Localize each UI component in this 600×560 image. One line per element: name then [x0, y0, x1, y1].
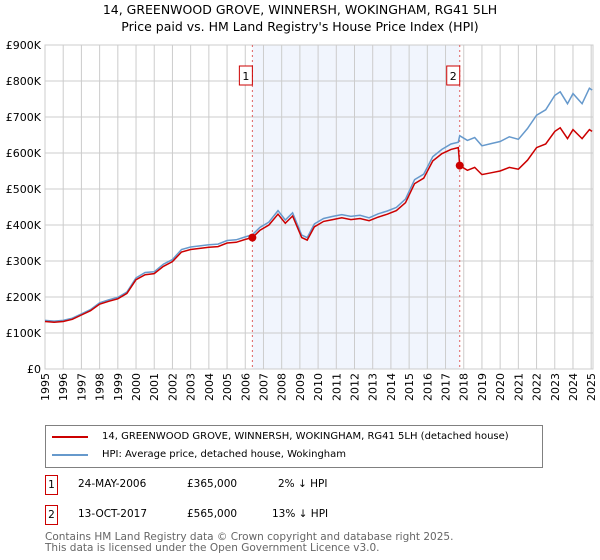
footer-line: This data is licensed under the Open Gov… [45, 542, 380, 554]
legend-item-hpi: HPI: Average price, detached house, Woki… [52, 449, 346, 460]
y-tick-label: £500K [6, 183, 42, 196]
sale-period-shading [252, 45, 460, 369]
price-chart: £0 £100K £200K £300K £400K £500K £600K £700K £80… [6, 39, 598, 401]
y-tick-label: £100K [6, 327, 42, 340]
x-tick-label: 2013 [367, 373, 380, 401]
transaction-hpi: 2% ↓ HPI [278, 478, 328, 490]
x-tick-label: 1998 [94, 373, 107, 401]
x-tick-label: 2018 [458, 373, 471, 401]
transaction-date: 13-OCT-2017 [78, 508, 147, 520]
x-tick-label: 2012 [349, 373, 362, 401]
transaction-date: 24-MAY-2006 [78, 478, 147, 490]
y-tick-label: £200K [6, 291, 42, 304]
x-tick-label: 2022 [531, 373, 544, 401]
x-tick-label: 2016 [421, 373, 434, 401]
x-tick-label: 2006 [239, 373, 252, 401]
legend-label: 14, GREENWOOD GROVE, WINNERSH, WOKINGHAM… [102, 431, 509, 442]
marker-badge: 2 [45, 505, 58, 525]
x-tick-label: 2008 [276, 373, 289, 401]
y-tick-label: £700K [6, 111, 42, 124]
y-tick-label: £400K [6, 219, 42, 232]
x-tick-label: 2001 [148, 373, 161, 401]
x-tick-label: 2007 [257, 373, 270, 401]
footer: Contains HM Land Registry data © Crown c… [45, 532, 453, 554]
x-tick-label: 2017 [440, 373, 453, 401]
x-tick-label: 2009 [294, 373, 307, 401]
transaction-price: £365,000 [187, 478, 238, 490]
transaction-price: £565,000 [187, 508, 238, 520]
plot-frame [44, 44, 594, 370]
y-tick-label: £0 [27, 363, 41, 376]
x-tick-label: 2010 [312, 373, 325, 401]
x-tick-label: 1996 [57, 373, 70, 401]
x-tick-label: 2020 [494, 373, 507, 401]
y-tick-label: £300K [6, 255, 42, 268]
sale-marker-box [238, 65, 253, 86]
x-tick-label: 2002 [166, 373, 179, 401]
transaction-hpi: 13% ↓ HPI [272, 508, 329, 520]
legend-swatch-red [52, 435, 88, 438]
transaction-row: 1 24-MAY-2006 £365,000 2% ↓ HPI [45, 475, 465, 497]
y-tick-label: £800K [6, 75, 42, 88]
x-tick-label: 2024 [567, 373, 580, 401]
chart-subtitle: Price paid vs. HM Land Registry's House … [121, 19, 479, 34]
x-tick-label: 2003 [185, 373, 198, 401]
x-tick-label: 2021 [512, 373, 525, 401]
legend-item-property: 14, GREENWOOD GROVE, WINNERSH, WOKINGHAM… [52, 431, 509, 442]
sale-marker-box [446, 65, 461, 86]
sale-point [455, 161, 464, 170]
transaction-row: 2 13-OCT-2017 £565,000 13% ↓ HPI [45, 505, 465, 527]
x-tick-label: 2023 [549, 373, 562, 401]
x-tick-label: 2005 [221, 373, 234, 401]
footer-line: Contains HM Land Registry data © Crown c… [45, 531, 454, 543]
x-tick-label: 2014 [385, 373, 398, 401]
x-tick-label: 2000 [130, 373, 143, 401]
x-tick-label: 1999 [112, 373, 125, 401]
x-tick-label: 1997 [75, 373, 88, 401]
hpi-line [44, 87, 593, 322]
sale-marker-label: 2 [450, 70, 457, 83]
sale-marker-label: 1 [242, 70, 249, 83]
y-tick-label: £600K [6, 147, 42, 160]
x-tick-label: 2025 [585, 373, 598, 401]
x-tick-label: 2004 [203, 373, 216, 401]
property-price-line [44, 126, 593, 323]
legend-label: HPI: Average price, detached house, Woki… [102, 449, 346, 460]
legend: 14, GREENWOOD GROVE, WINNERSH, WOKINGHAM… [45, 425, 543, 468]
x-tick-label: 2019 [476, 373, 489, 401]
x-tick-label: 2015 [403, 373, 416, 401]
x-tick-label: 1995 [39, 373, 52, 401]
legend-swatch-blue [52, 453, 88, 456]
x-tick-label: 2011 [330, 373, 343, 401]
y-tick-label: £900K [6, 39, 42, 52]
marker-badge: 1 [45, 475, 58, 495]
sale-point [248, 233, 257, 242]
chart-title: 14, GREENWOOD GROVE, WINNERSH, WOKINGHAM… [102, 2, 498, 17]
